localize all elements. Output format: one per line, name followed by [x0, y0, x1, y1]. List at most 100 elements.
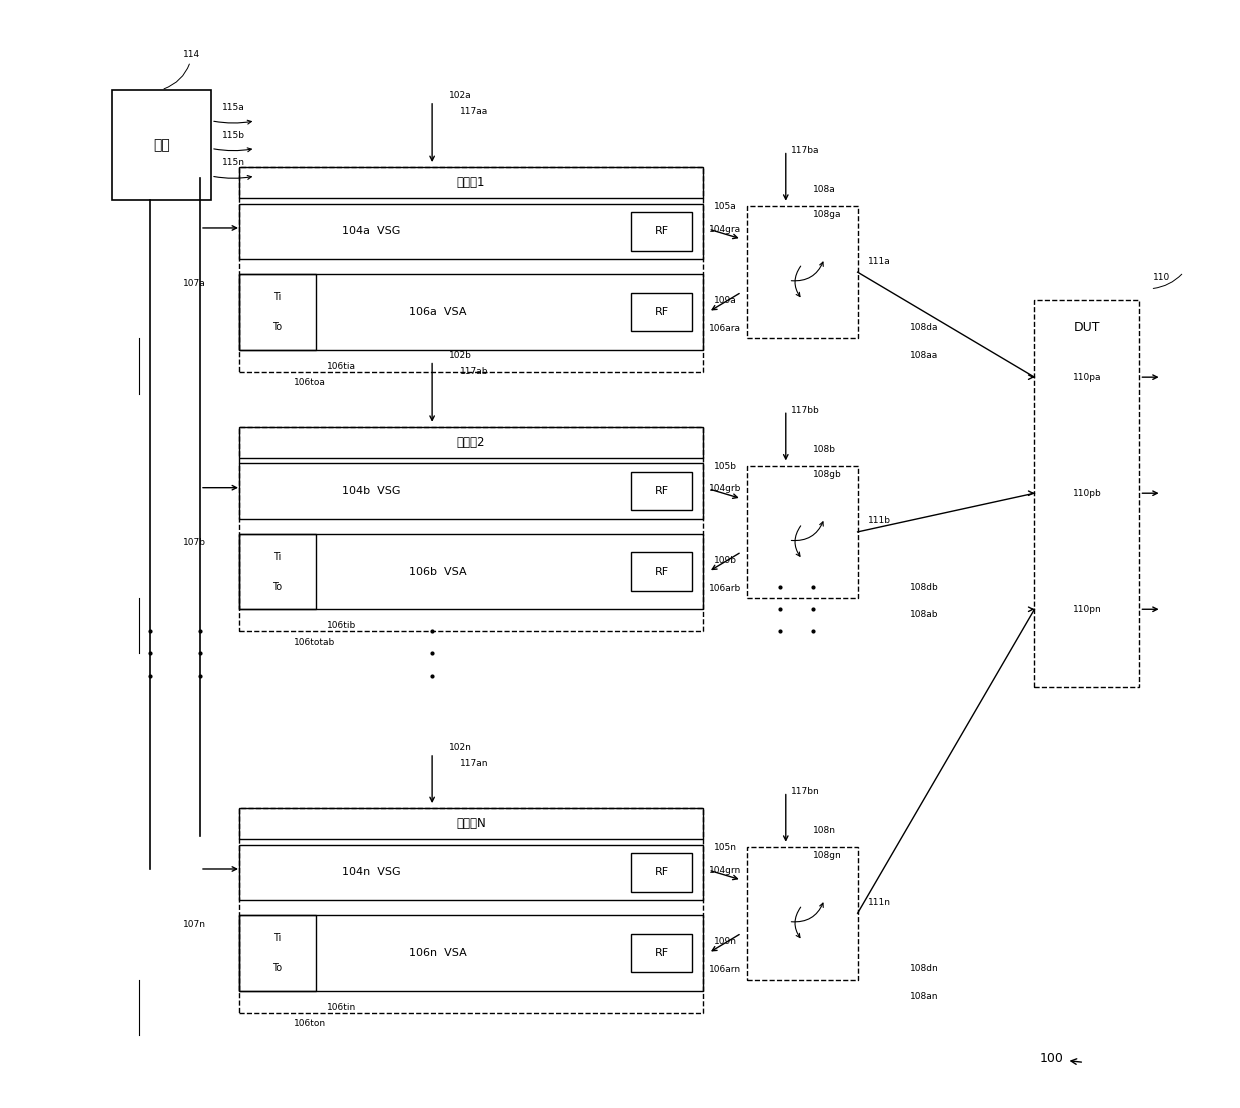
Text: 104grn: 104grn [709, 865, 742, 874]
Text: 115b: 115b [222, 131, 246, 140]
Text: 106totab: 106totab [294, 638, 335, 647]
Text: 100: 100 [1040, 1053, 1081, 1066]
Text: 104gra: 104gra [709, 225, 742, 234]
Text: 105n: 105n [713, 843, 737, 852]
Text: RF: RF [655, 948, 668, 958]
Text: 测试剸2: 测试剸2 [456, 435, 485, 449]
Text: 107n: 107n [184, 920, 206, 929]
Bar [238, 844, 703, 900]
Text: 117ab: 117ab [460, 367, 489, 376]
Text: 108an: 108an [910, 992, 939, 1001]
Text: 106ara: 106ara [709, 324, 742, 334]
Bar [238, 275, 703, 349]
Bar [112, 90, 211, 201]
Bar [238, 808, 703, 839]
Text: 117an: 117an [460, 759, 489, 769]
Bar [1034, 300, 1140, 687]
Text: 105a: 105a [714, 203, 737, 212]
Text: 109a: 109a [714, 297, 737, 306]
Text: 110pn: 110pn [1073, 605, 1101, 614]
Bar [238, 167, 703, 198]
Text: Ti: Ti [273, 291, 281, 301]
Text: 102b: 102b [449, 350, 471, 360]
Text: 107a: 107a [184, 279, 206, 288]
Text: 108gn: 108gn [813, 851, 842, 860]
Bar [238, 167, 703, 371]
Bar [238, 534, 703, 609]
Text: 107b: 107b [184, 538, 206, 547]
Text: 104n  VSG: 104n VSG [342, 868, 401, 878]
Text: To: To [273, 322, 283, 332]
Text: 115n: 115n [222, 158, 246, 167]
Text: 106toa: 106toa [294, 378, 326, 387]
Bar [238, 204, 703, 259]
Text: 106a  VSA: 106a VSA [409, 307, 466, 317]
Bar [748, 465, 858, 598]
Text: 106tia: 106tia [327, 361, 356, 370]
Text: 105b: 105b [713, 462, 737, 471]
Text: 102n: 102n [449, 742, 471, 752]
Text: 106tib: 106tib [327, 622, 356, 630]
Bar [238, 534, 316, 609]
Text: 109b: 109b [713, 556, 737, 565]
Text: 108a: 108a [813, 185, 836, 194]
Text: 109n: 109n [713, 937, 737, 946]
Text: 110pa: 110pa [1073, 372, 1101, 381]
Text: 106b  VSA: 106b VSA [409, 566, 466, 576]
Text: 102a: 102a [449, 91, 471, 100]
Text: 104grb: 104grb [709, 484, 742, 493]
Bar [238, 427, 703, 632]
Text: Ti: Ti [273, 933, 281, 943]
Text: 106tin: 106tin [327, 1003, 356, 1012]
Text: RF: RF [655, 566, 668, 576]
Text: 115a: 115a [222, 103, 244, 112]
Text: 108dn: 108dn [910, 964, 939, 973]
Text: 108gb: 108gb [813, 470, 842, 479]
Text: 117aa: 117aa [460, 107, 489, 116]
Text: To: To [273, 582, 283, 592]
Text: RF: RF [655, 307, 668, 317]
Text: 111n: 111n [868, 897, 892, 906]
Text: 114: 114 [164, 50, 201, 89]
Bar [631, 293, 692, 331]
Text: 108db: 108db [910, 583, 939, 592]
Bar [238, 275, 316, 349]
Text: 117ba: 117ba [791, 146, 820, 155]
Bar [238, 427, 703, 458]
Bar [748, 847, 858, 979]
Text: 106ton: 106ton [294, 1019, 326, 1028]
Text: 111a: 111a [868, 257, 892, 266]
Text: Ti: Ti [273, 552, 281, 562]
Text: 108ab: 108ab [910, 611, 939, 619]
Bar [238, 463, 703, 519]
Bar [748, 206, 858, 338]
Bar [631, 853, 692, 892]
Text: 104b  VSG: 104b VSG [342, 486, 401, 496]
Bar [238, 808, 703, 1013]
Bar [238, 915, 316, 991]
Bar [631, 212, 692, 250]
Text: 108aa: 108aa [910, 350, 939, 360]
Text: DUT: DUT [1074, 321, 1100, 334]
Text: 106arb: 106arb [709, 584, 742, 593]
Text: 111b: 111b [868, 516, 892, 525]
Text: 测试器N: 测试器N [456, 818, 486, 830]
Text: 106n  VSA: 106n VSA [409, 948, 466, 958]
Text: To: To [273, 963, 283, 973]
Text: 117bn: 117bn [791, 787, 820, 797]
Text: RF: RF [655, 486, 668, 496]
Text: 108ga: 108ga [813, 211, 842, 219]
Text: RF: RF [655, 226, 668, 236]
Text: 参考: 参考 [153, 138, 170, 152]
Bar [631, 553, 692, 591]
Text: 104a  VSG: 104a VSG [342, 226, 401, 236]
Text: 测试剸1: 测试剸1 [456, 176, 485, 189]
Text: RF: RF [655, 868, 668, 878]
Text: 110pb: 110pb [1073, 489, 1101, 497]
Text: 106arn: 106arn [709, 965, 742, 974]
Bar [631, 472, 692, 511]
Text: 110: 110 [1153, 274, 1171, 283]
Bar [631, 934, 692, 973]
Text: 108b: 108b [813, 444, 837, 453]
Bar [238, 915, 703, 991]
